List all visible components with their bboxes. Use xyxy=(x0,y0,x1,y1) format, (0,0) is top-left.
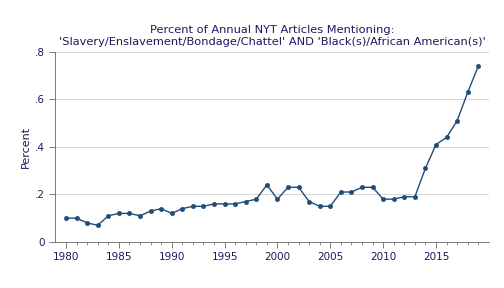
Y-axis label: Percent: Percent xyxy=(21,126,31,168)
Title: Percent of Annual NYT Articles Mentioning:
'Slavery/Enslavement/Bondage/Chattel': Percent of Annual NYT Articles Mentionin… xyxy=(59,25,485,47)
